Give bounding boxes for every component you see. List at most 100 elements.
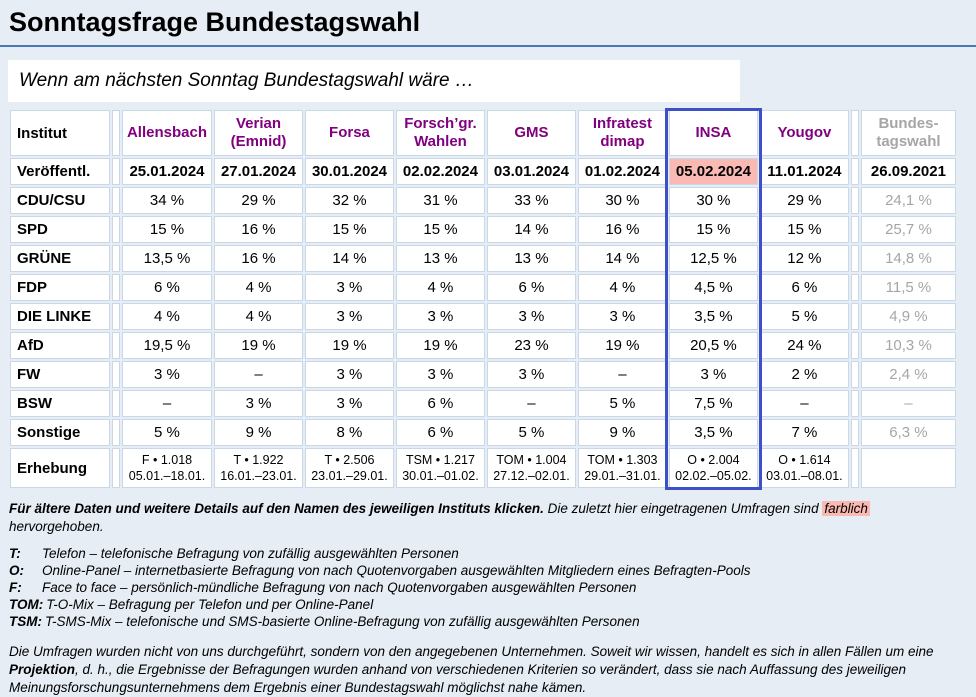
poll-value-cell: 15 %	[668, 216, 758, 243]
survey-info-cell: O • 1.614 03.01.–08.01.	[759, 448, 849, 488]
spacer-cell	[111, 419, 120, 446]
institute-col-header-infratest-dimap[interactable]: Infratest dimap	[577, 110, 667, 156]
poll-value-cell: 3,5 %	[668, 303, 758, 330]
poll-value-cell: 16 %	[214, 216, 303, 243]
legend-abbr: O:	[9, 563, 24, 579]
publish-date-cell: 26.09.2021	[860, 158, 956, 185]
poll-value-cell: 14 %	[486, 216, 576, 243]
poll-value-cell: –	[486, 390, 576, 417]
poll-value-cell: 11,5 %	[860, 274, 956, 301]
legend-entry: TOM: T-O-Mix – Befragung per Telefon und …	[9, 596, 968, 613]
poll-value-cell: 32 %	[304, 187, 394, 214]
spacer-cell	[850, 216, 859, 243]
institute-col-header-insa[interactable]: INSA	[668, 110, 758, 156]
poll-value-cell: 15 %	[121, 216, 212, 243]
poll-value-cell: 30 %	[577, 187, 667, 214]
legend-entry: T: Telefon – telefonische Befragung von z…	[9, 545, 968, 562]
party-label-cell: GRÜNE	[10, 245, 110, 272]
disclaimer: Die Umfragen wurden nicht von uns durchg…	[9, 643, 949, 697]
survey-method: T • 2.506	[324, 452, 375, 467]
erhebung-label-cell: Erhebung	[10, 448, 110, 488]
poll-value-cell: 13 %	[395, 245, 485, 272]
title-divider	[0, 45, 976, 47]
poll-value-cell: 6 %	[395, 390, 485, 417]
spacer-cell	[850, 303, 859, 330]
poll-value-cell: 19 %	[214, 332, 303, 359]
footer-note-text: Die zuletzt hier eingetragenen Umfragen …	[547, 501, 819, 516]
institute-col-header-bundestagswahl[interactable]: Bundes-tagswahl	[860, 110, 956, 156]
poll-value-cell: 4 %	[121, 303, 212, 330]
survey-period: 02.02.–05.02.	[675, 469, 752, 483]
poll-value-cell: 3 %	[395, 361, 485, 388]
publish-date-cell: 01.02.2024	[577, 158, 667, 185]
poll-value-cell: 3 %	[395, 303, 485, 330]
poll-value-cell: 3 %	[304, 303, 394, 330]
poll-value-cell: 29 %	[759, 187, 849, 214]
poll-value-cell: 20,5 %	[668, 332, 758, 359]
footer-note-text-end: hervorgehoben.	[9, 519, 104, 535]
publish-label-cell: Veröffentl.	[10, 158, 110, 185]
spacer-cell	[111, 303, 120, 330]
spacer-cell	[111, 448, 120, 488]
institute-col-header-forsa[interactable]: Forsa	[304, 110, 394, 156]
party-label-cell: DIE LINKE	[10, 303, 110, 330]
poll-value-cell: –	[860, 390, 956, 417]
page-title: Sonntagsfrage Bundestagswahl	[9, 7, 421, 37]
poll-value-cell: 4,9 %	[860, 303, 956, 330]
poll-value-cell: 6 %	[486, 274, 576, 301]
poll-value-cell: –	[577, 361, 667, 388]
publish-date-cell: 02.02.2024	[395, 158, 485, 185]
survey-info-cell: O • 2.004 02.02.–05.02.	[668, 448, 758, 488]
spacer-cell	[111, 361, 120, 388]
institute-col-header-verian-emnid[interactable]: Verian (Emnid)	[214, 110, 303, 156]
poll-value-cell: –	[759, 390, 849, 417]
poll-value-cell: 6 %	[395, 419, 485, 446]
poll-value-cell: 24 %	[759, 332, 849, 359]
institut-header-cell: Institut	[10, 110, 110, 156]
poll-value-cell: 19 %	[395, 332, 485, 359]
survey-info-cell: F • 1.018 05.01.–18.01.	[121, 448, 212, 488]
poll-table: Institut Allensbach Verian (Emnid) Forsa…	[8, 108, 958, 490]
poll-value-cell: 3 %	[121, 361, 212, 388]
spacer-cell	[850, 390, 859, 417]
institute-col-header-yougov[interactable]: Yougov	[759, 110, 849, 156]
poll-value-cell: 4 %	[214, 303, 303, 330]
legend-abbr: TSM:	[9, 614, 42, 630]
survey-method: TOM • 1.004	[496, 452, 567, 467]
poll-value-cell: 3,5 %	[668, 419, 758, 446]
poll-value-cell: 4 %	[577, 274, 667, 301]
spacer-cell	[111, 332, 120, 359]
poll-value-cell: 5 %	[486, 419, 576, 446]
legend-text: T-SMS-Mix – telefonische und SMS-basiert…	[45, 614, 640, 630]
highlight-farblich: farblich	[822, 501, 870, 516]
intro-question-text: Wenn am nächsten Sonntag Bundestagswahl …	[19, 70, 474, 91]
survey-method: TSM • 1.217	[405, 452, 475, 467]
spacer-cell	[850, 448, 859, 488]
poll-value-cell: 2,4 %	[860, 361, 956, 388]
poll-value-cell: 13,5 %	[121, 245, 212, 272]
survey-info-cell-empty	[860, 448, 956, 488]
legend-text: Face to face – persönlich-mündliche Befr…	[42, 580, 637, 596]
institute-col-header-forschgr-wahlen[interactable]: Forsch’gr. Wahlen	[395, 110, 485, 156]
poll-value-cell: 15 %	[304, 216, 394, 243]
institute-col-header-gms[interactable]: GMS	[486, 110, 576, 156]
poll-value-cell: 14 %	[304, 245, 394, 272]
legend-text: T-O-Mix – Befragung per Telefon und per …	[46, 597, 374, 613]
survey-method: F • 1.018	[141, 452, 193, 467]
survey-period: 16.01.–23.01.	[220, 469, 297, 483]
poll-value-cell: 3 %	[304, 274, 394, 301]
poll-value-cell: 7 %	[759, 419, 849, 446]
institute-col-header-allensbach[interactable]: Allensbach	[121, 110, 212, 156]
poll-value-cell: 4,5 %	[668, 274, 758, 301]
poll-value-cell: 33 %	[486, 187, 576, 214]
legend-text: Online-Panel – internetbasierte Befragun…	[42, 563, 751, 579]
spacer-cell	[111, 158, 120, 185]
poll-value-cell: 25,7 %	[860, 216, 956, 243]
poll-value-cell: –	[214, 361, 303, 388]
poll-value-cell: 14 %	[577, 245, 667, 272]
poll-value-cell: 15 %	[395, 216, 485, 243]
survey-info-cell: TOM • 1.303 29.01.–31.01.	[577, 448, 667, 488]
spacer-cell	[111, 187, 120, 214]
publish-date-cell: 11.01.2024	[759, 158, 849, 185]
survey-method: TOM • 1.303	[587, 452, 658, 467]
